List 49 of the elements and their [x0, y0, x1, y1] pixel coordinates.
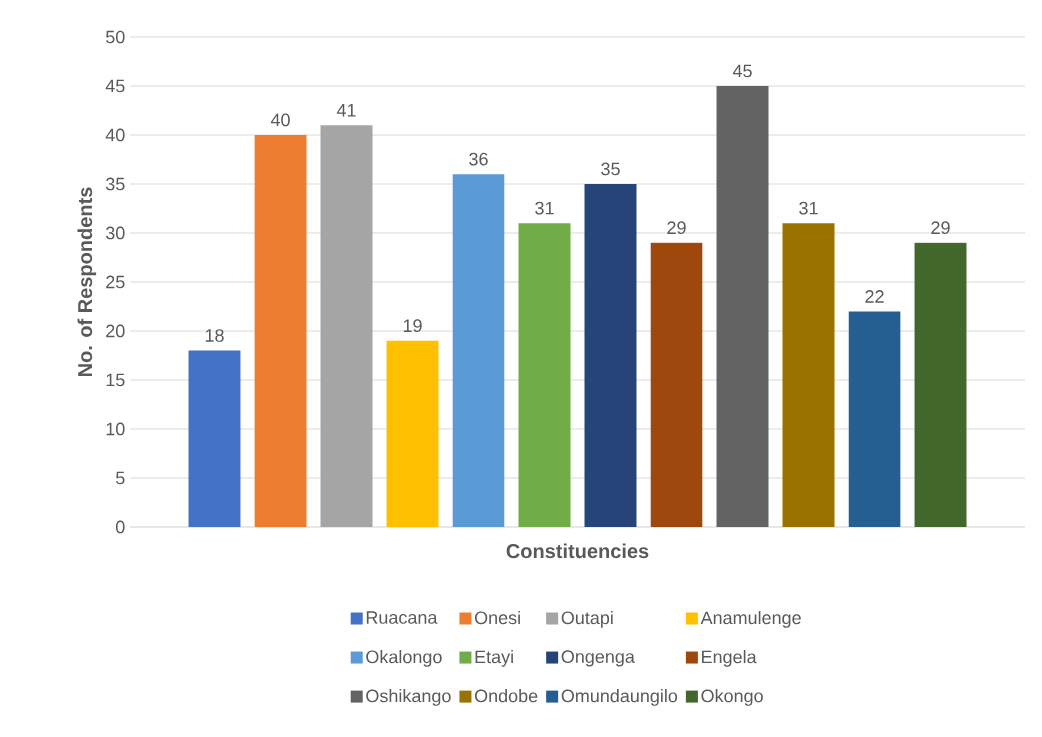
bar — [452, 174, 505, 527]
y-tick-label: 30 — [105, 226, 125, 240]
legend-label: Engela — [702, 650, 757, 667]
data-label: 45 — [732, 64, 752, 78]
bar — [320, 125, 373, 527]
bar — [584, 183, 637, 527]
legend-label: Outapi — [561, 610, 613, 628]
legend-label: Oshikango — [366, 689, 451, 706]
data-label: 36 — [469, 152, 488, 166]
y-axis-title: No. of Respondents — [77, 187, 97, 377]
data-label: 19 — [403, 319, 422, 333]
legend-label: Ruacana — [366, 611, 438, 624]
bar — [848, 311, 901, 527]
y-tick-label: 50 — [105, 30, 125, 44]
y-tick-label: 40 — [105, 128, 125, 142]
y-tick-label: 0 — [115, 520, 125, 534]
bar — [254, 135, 307, 527]
y-tick-label: 25 — [106, 275, 125, 289]
bar — [716, 86, 769, 527]
bar — [188, 350, 241, 527]
legend-label: Anamulenge — [700, 610, 801, 628]
data-label: 29 — [931, 221, 950, 235]
data-label: 29 — [667, 221, 686, 235]
legend-label: Etayi — [475, 650, 513, 667]
legend-label: Onesi — [474, 610, 520, 625]
data-label: 31 — [799, 201, 818, 215]
y-tick-label: 10 — [106, 422, 125, 436]
y-tick-label: 5 — [115, 471, 125, 485]
data-label: 18 — [205, 329, 224, 342]
data-label: 41 — [336, 104, 356, 117]
bar — [650, 242, 703, 527]
legend-label: Omundaungilo — [561, 689, 678, 706]
data-label: 35 — [601, 162, 620, 176]
data-label: 22 — [865, 290, 884, 303]
x-axis-title: Constituencies — [506, 543, 649, 559]
legend-label: Okalongo — [366, 650, 442, 667]
y-tick-label: 20 — [106, 324, 125, 338]
y-tick-label: 15 — [106, 373, 125, 387]
bar — [782, 223, 835, 527]
bar — [914, 242, 967, 527]
bar — [386, 340, 439, 527]
data-label: 31 — [535, 201, 554, 215]
legend-label: Ondobe — [474, 689, 538, 703]
legend-label: Ongenga — [561, 650, 635, 667]
bar — [518, 223, 571, 527]
data-label: 40 — [270, 113, 290, 127]
y-tick-label: 35 — [105, 177, 125, 191]
y-tick-label: 45 — [105, 79, 125, 93]
legend-label: Okongo — [701, 689, 763, 706]
